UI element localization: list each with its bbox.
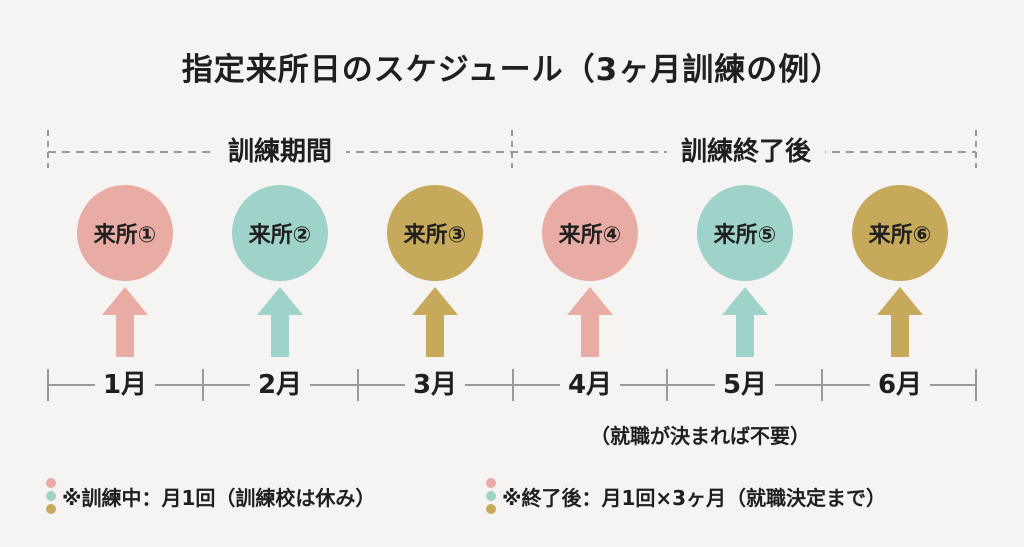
up-arrow-icon bbox=[257, 287, 303, 357]
month-label-6: 6月 bbox=[869, 367, 931, 403]
dot-icon bbox=[46, 504, 56, 514]
visit-bubble-4: 来所④ bbox=[542, 185, 638, 281]
visit-bubble-3: 来所③ bbox=[387, 185, 483, 281]
legend-training: ※訓練中：月1回（訓練校は休み） bbox=[46, 478, 375, 514]
dot-icon bbox=[486, 491, 496, 501]
up-arrow-icon bbox=[877, 287, 923, 357]
month-label-2: 2月 bbox=[249, 367, 311, 403]
period-label-after: 訓練終了後 bbox=[666, 134, 826, 170]
legend-after: ※終了後：月1回×3ヶ月（就職決定まで） bbox=[486, 478, 886, 514]
up-arrow-icon bbox=[567, 287, 613, 357]
not-required-note: （就職が決まれば不要） bbox=[590, 424, 810, 448]
month-label-5: 5月 bbox=[714, 367, 776, 403]
dot-icon bbox=[486, 478, 496, 488]
up-arrow-icon bbox=[102, 287, 148, 357]
up-arrow-icon bbox=[722, 287, 768, 357]
dot-icon bbox=[486, 504, 496, 514]
up-arrow-icon bbox=[412, 287, 458, 357]
visit-bubble-1: 来所① bbox=[77, 185, 173, 281]
legend-dots bbox=[46, 478, 56, 514]
visit-bubble-2: 来所② bbox=[232, 185, 328, 281]
legend-after-text: ※終了後：月1回×3ヶ月（就職決定まで） bbox=[502, 485, 887, 510]
month-label-1: 1月 bbox=[94, 367, 156, 403]
month-label-4: 4月 bbox=[559, 367, 621, 403]
legend-dots bbox=[486, 478, 496, 514]
dot-icon bbox=[46, 491, 56, 501]
visit-bubble-5: 来所⑤ bbox=[697, 185, 793, 281]
legend-training-text: ※訓練中：月1回（訓練校は休み） bbox=[62, 485, 376, 510]
dot-icon bbox=[46, 478, 56, 488]
month-label-3: 3月 bbox=[404, 367, 466, 403]
period-label-training: 訓練期間 bbox=[213, 134, 347, 170]
visit-bubble-6: 来所⑥ bbox=[852, 185, 948, 281]
page-title: 指定来所日のスケジュール（3ヶ月訓練の例） bbox=[181, 52, 843, 88]
